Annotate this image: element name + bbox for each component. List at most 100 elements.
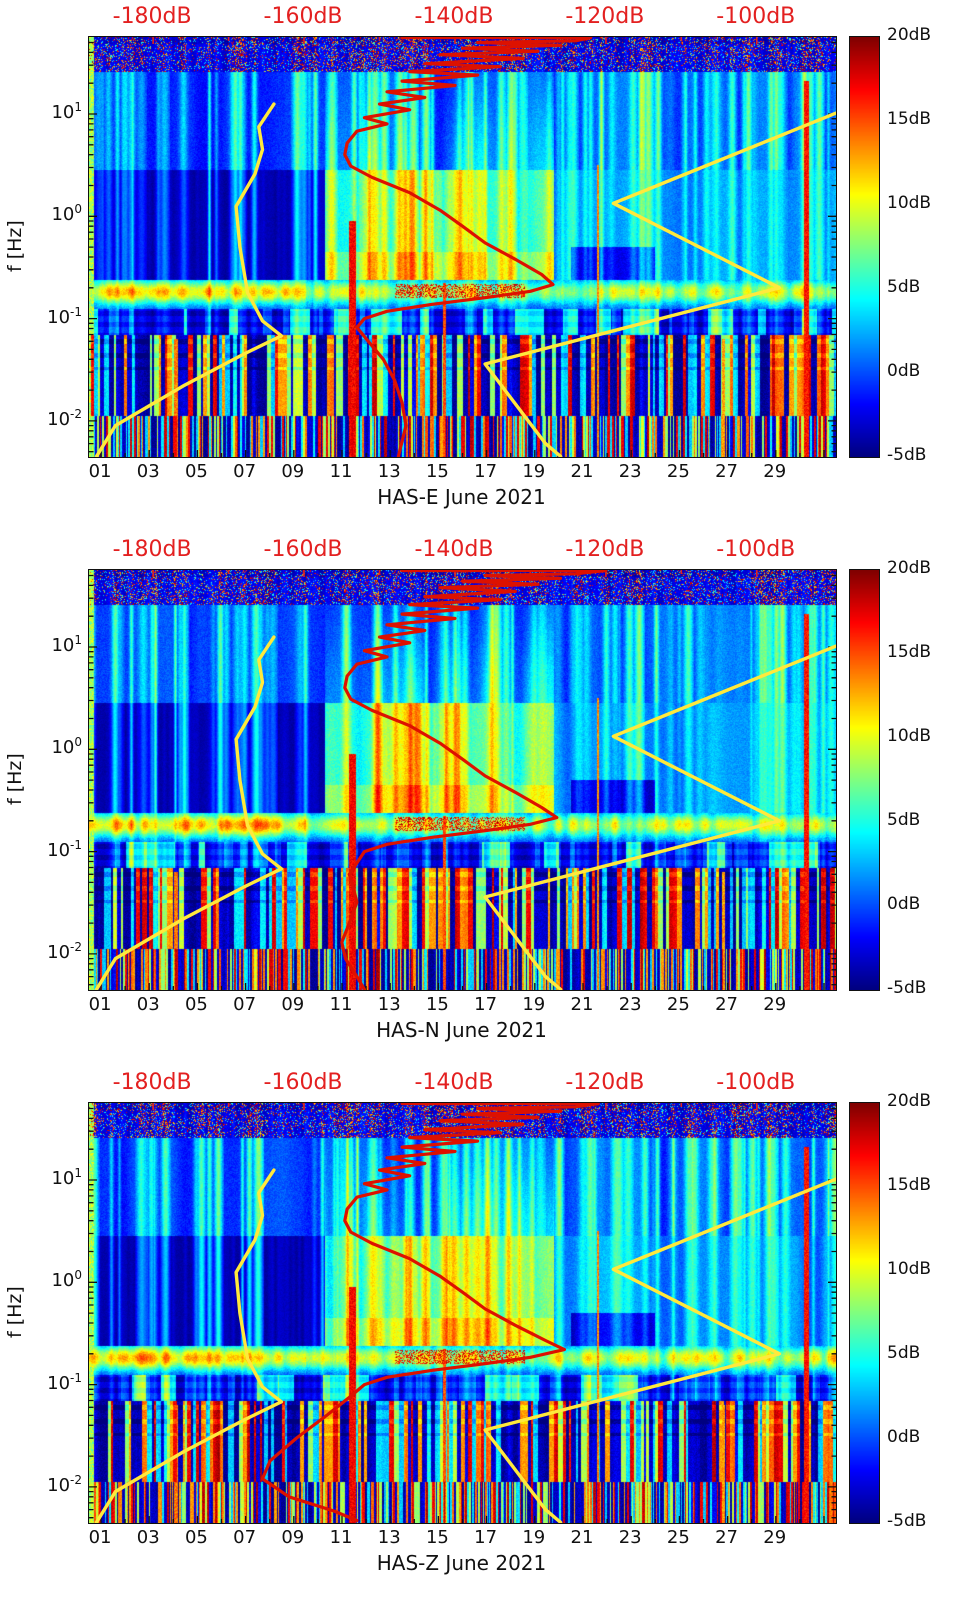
colorbar-tick-label: 0dB	[887, 361, 921, 381]
y-tick-label: 100	[51, 1268, 82, 1292]
colorbar-tick-label: 5dB	[887, 810, 921, 830]
colorbar-tick-label: 0dB	[887, 1427, 921, 1447]
colorbar-tick-label: 15dB	[887, 109, 932, 129]
x-tick-label: 19	[522, 1527, 546, 1548]
x-tick-label: 05	[184, 461, 208, 482]
overlay-curves	[89, 1103, 836, 1523]
x-tick-label: 07	[233, 1527, 257, 1548]
colorbar	[849, 1102, 880, 1524]
top-db-label: -160dB	[263, 1070, 343, 1095]
y-tick-label: 101	[51, 633, 82, 657]
x-tick-label: 19	[522, 461, 546, 482]
low-noise-model-curve	[94, 635, 284, 990]
y-axis-label: f [Hz]	[4, 220, 26, 272]
low-noise-model-curve	[94, 102, 284, 457]
top-db-label: -160dB	[263, 4, 343, 29]
top-db-label: -180dB	[112, 537, 192, 562]
x-tick-label: 17	[474, 1527, 498, 1548]
x-tick-label: 27	[715, 461, 739, 482]
panel-title: HAS-N June 2021	[376, 1018, 547, 1042]
y-tick-label: 10-1	[47, 837, 82, 861]
x-tick-label: 15	[425, 461, 449, 482]
y-tick-label: 101	[51, 100, 82, 124]
x-tick-label: 07	[233, 994, 257, 1015]
top-db-label: -100dB	[716, 4, 796, 29]
top-db-label: -100dB	[716, 537, 796, 562]
x-tick-label: 03	[136, 994, 160, 1015]
colorbar-tick-label: -5dB	[887, 978, 927, 998]
spectrogram-panel-has-e: f [Hz] HAS-E June 2021 -180dB -160dB -140d…	[0, 0, 962, 533]
colorbar-tick-label: 15dB	[887, 1175, 932, 1195]
colorbar-gradient	[850, 1103, 879, 1523]
colorbar-tick-label: 20dB	[887, 25, 932, 45]
colorbar-tick-label: 5dB	[887, 277, 921, 297]
y-axis-label: f [Hz]	[4, 753, 26, 805]
x-tick-label: 23	[618, 994, 642, 1015]
x-tick-label: 27	[715, 994, 739, 1015]
colorbar-tick-label: 0dB	[887, 894, 921, 914]
x-tick-label: 09	[281, 1527, 305, 1548]
top-db-label: -140dB	[414, 1070, 494, 1095]
axis-ticks	[89, 41, 836, 457]
plot-area	[88, 1102, 837, 1524]
x-tick-label: 03	[136, 1527, 160, 1548]
x-tick-label: 05	[184, 994, 208, 1015]
x-tick-label: 01	[88, 994, 112, 1015]
spectrogram-canvas	[89, 37, 836, 457]
x-tick-label: 01	[88, 461, 112, 482]
x-tick-label: 21	[570, 1527, 594, 1548]
high-noise-model-curve	[483, 111, 836, 457]
top-db-label: -100dB	[716, 1070, 796, 1095]
colorbar	[849, 569, 880, 991]
y-tick-label: 101	[51, 1166, 82, 1190]
y-tick-label: 100	[51, 202, 82, 226]
x-tick-label: 23	[618, 1527, 642, 1548]
colorbar-tick-label: -5dB	[887, 445, 927, 465]
overlay-curves	[89, 570, 836, 990]
overlay-curves	[89, 37, 836, 457]
plot-area	[88, 569, 837, 991]
panel-title: HAS-Z June 2021	[376, 1551, 547, 1575]
top-db-label: -180dB	[112, 4, 192, 29]
colorbar-tick-label: 15dB	[887, 642, 932, 662]
colorbar-tick-label: 10dB	[887, 726, 932, 746]
x-tick-label: 19	[522, 994, 546, 1015]
plot-area	[88, 36, 837, 458]
top-db-label: -120dB	[565, 1070, 645, 1095]
x-tick-label: 11	[329, 994, 353, 1015]
x-tick-label: 13	[377, 1527, 401, 1548]
x-tick-label: 11	[329, 461, 353, 482]
x-tick-label: 25	[666, 994, 690, 1015]
spectrogram-panel-has-n: f [Hz] HAS-N June 2021 -180dB -160dB -140d…	[0, 533, 962, 1066]
top-db-label: -180dB	[112, 1070, 192, 1095]
top-db-label: -160dB	[263, 537, 343, 562]
top-db-label: -120dB	[565, 4, 645, 29]
x-tick-label: 03	[136, 461, 160, 482]
x-tick-label: 05	[184, 1527, 208, 1548]
top-db-label: -120dB	[565, 537, 645, 562]
median-psd-curve	[260, 1103, 600, 1523]
median-psd-curve	[343, 37, 593, 457]
x-tick-label: 29	[763, 461, 787, 482]
x-tick-label: 21	[570, 994, 594, 1015]
axis-ticks	[89, 1107, 836, 1523]
colorbar-tick-label: 5dB	[887, 1343, 921, 1363]
y-tick-label: 10-2	[47, 406, 82, 430]
spectrogram-canvas	[89, 1103, 836, 1523]
x-tick-label: 09	[281, 461, 305, 482]
top-db-label: -140dB	[414, 537, 494, 562]
y-tick-label: 10-2	[47, 1472, 82, 1496]
x-tick-label: 13	[377, 461, 401, 482]
x-tick-label: 21	[570, 461, 594, 482]
x-tick-label: 25	[666, 461, 690, 482]
x-tick-label: 11	[329, 1527, 353, 1548]
x-tick-label: 29	[763, 994, 787, 1015]
top-db-label: -140dB	[414, 4, 494, 29]
x-tick-label: 29	[763, 1527, 787, 1548]
axis-ticks	[89, 574, 836, 990]
low-noise-model-curve	[94, 1168, 284, 1523]
colorbar-gradient	[850, 570, 879, 990]
y-tick-label: 10-1	[47, 304, 82, 328]
colorbar-tick-label: 10dB	[887, 193, 932, 213]
